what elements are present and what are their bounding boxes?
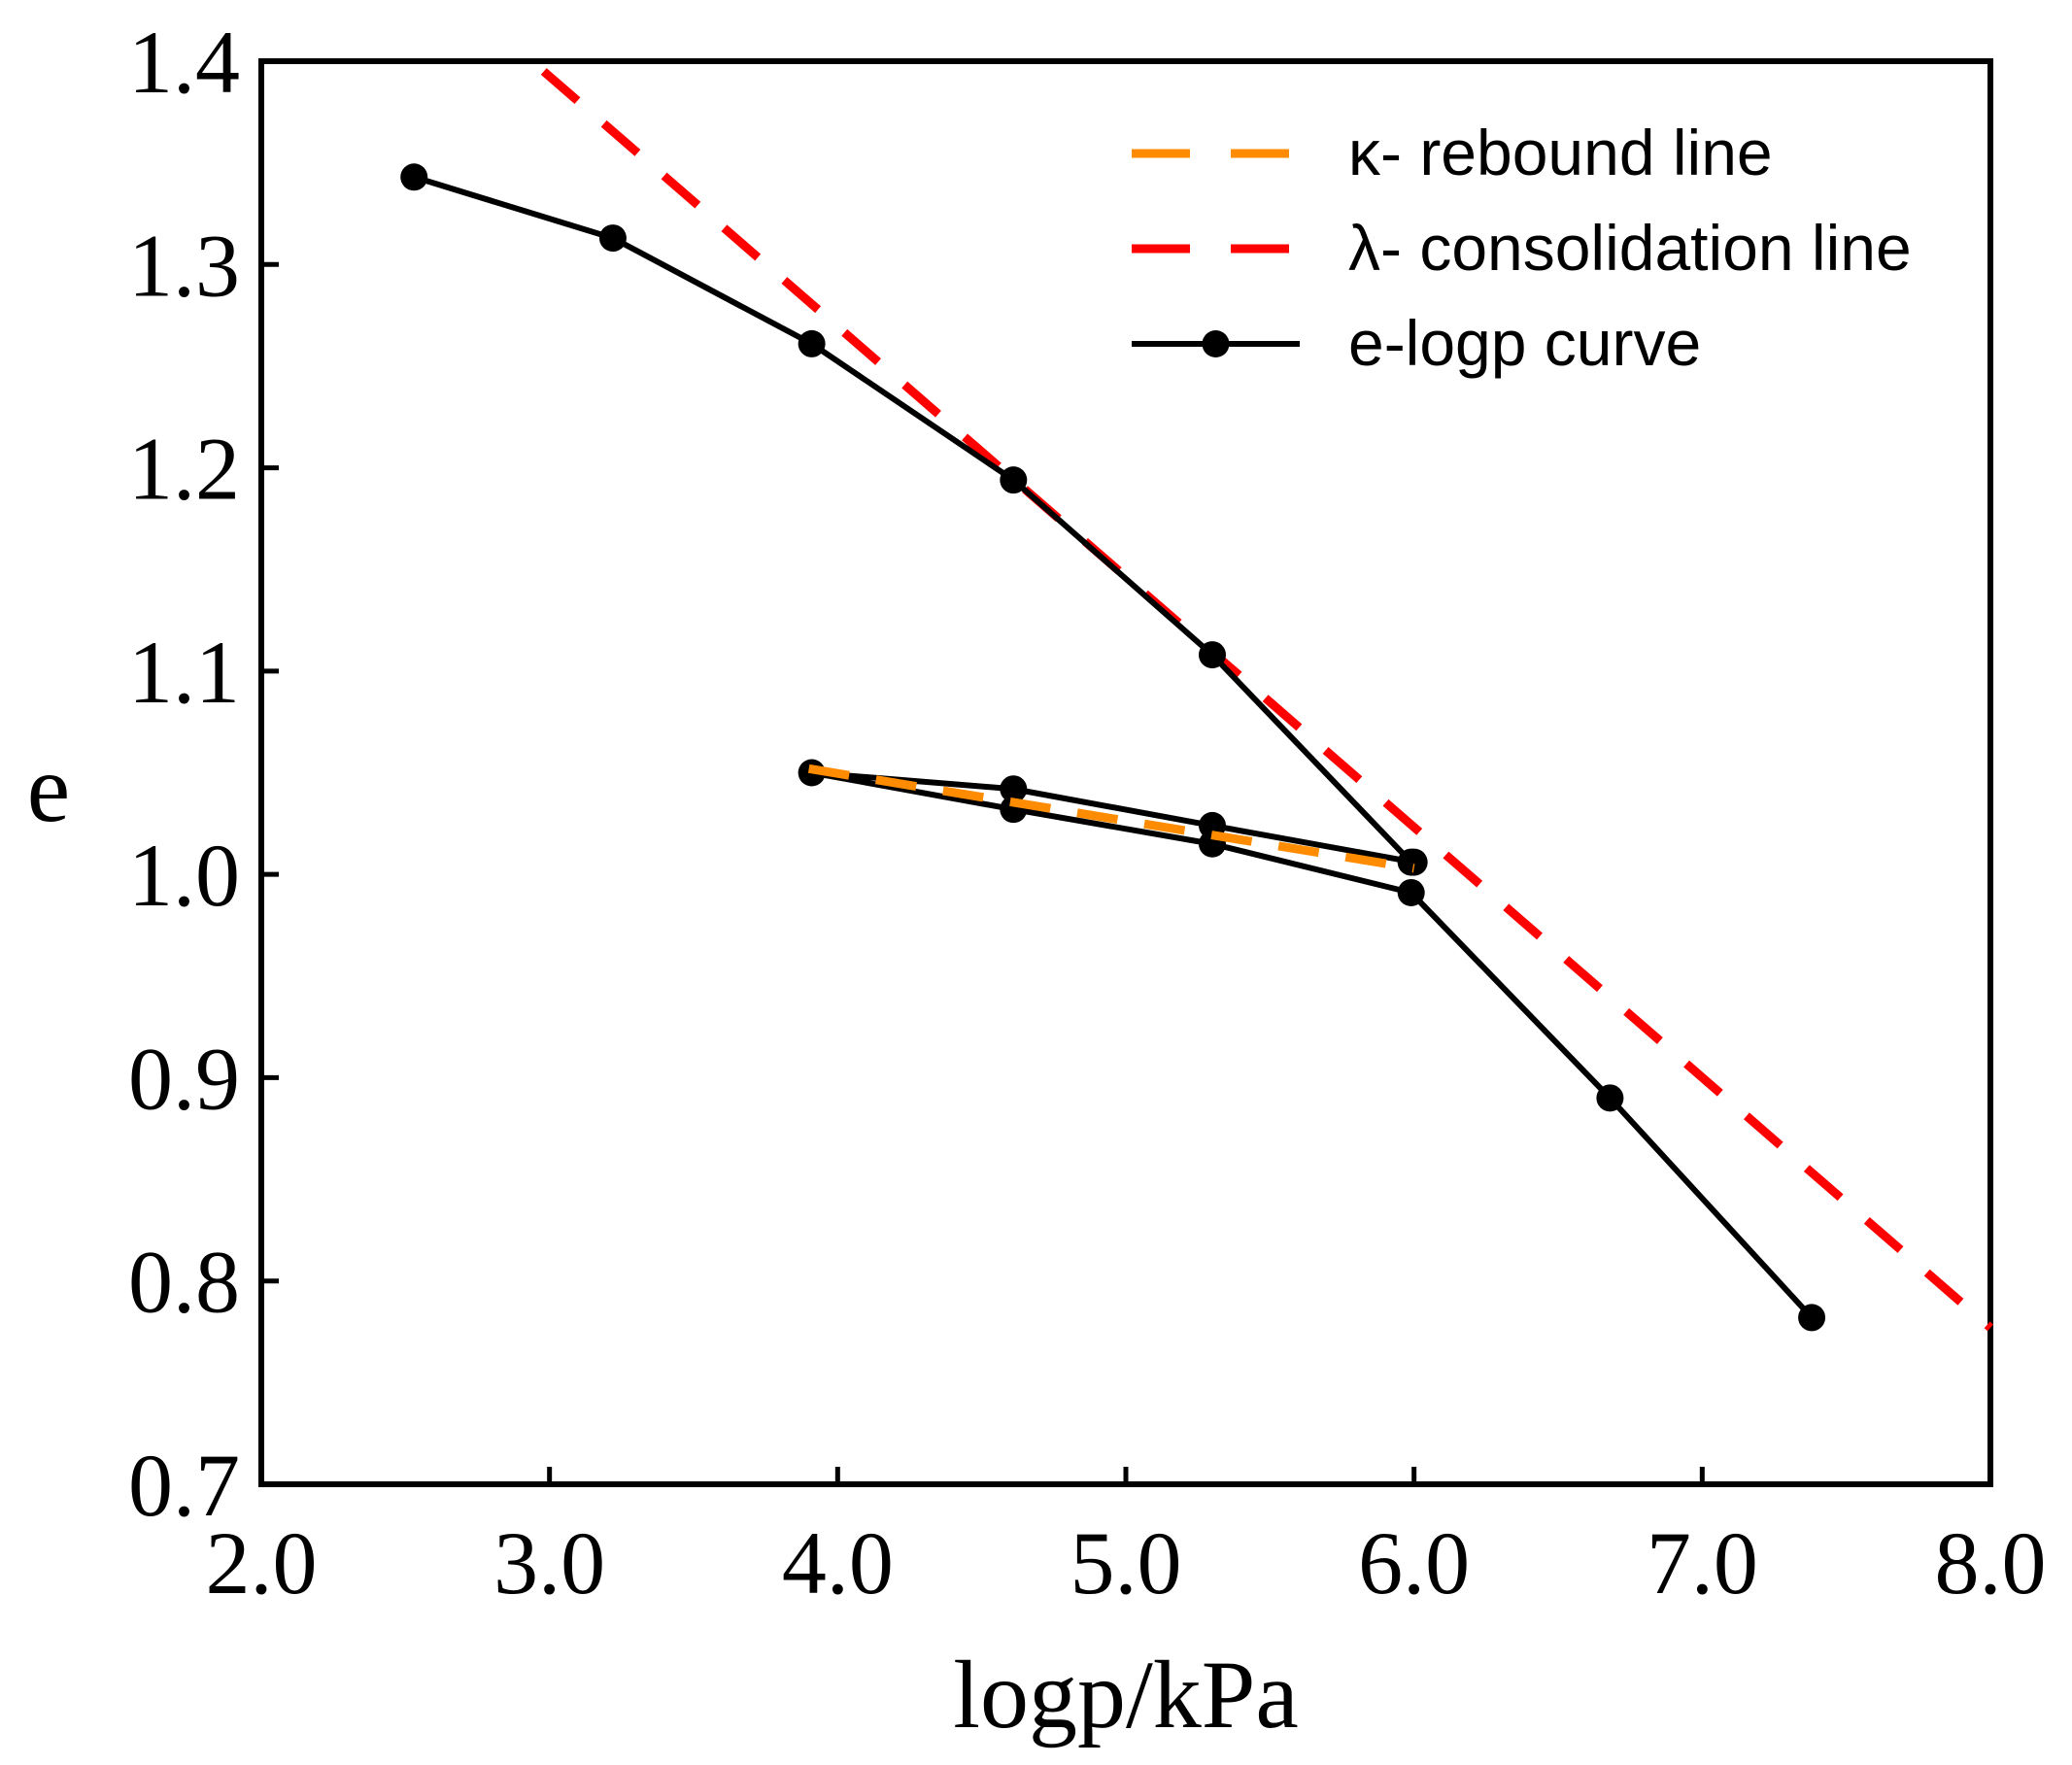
y-tick-label: 1.0: [128, 826, 240, 925]
y-tick-label: 0.8: [128, 1233, 240, 1332]
x-tick-label: 5.0: [1070, 1513, 1182, 1612]
series-layer: [400, 68, 1993, 1332]
series-line-0: [807, 764, 1415, 873]
data-point: [1000, 466, 1028, 494]
data-point: [598, 224, 627, 253]
data-point: [1798, 1304, 1826, 1332]
y-tick-label: 0.7: [128, 1436, 240, 1535]
y-tick-label: 1.4: [128, 13, 240, 112]
data-point: [1397, 878, 1425, 906]
legend-marker-2: [1202, 330, 1230, 357]
x-axis-title: logp/kPa: [953, 1641, 1299, 1748]
data-point: [1000, 775, 1028, 803]
y-tick-label: 1.2: [128, 420, 240, 519]
legend-label-2: e-logp curve: [1348, 307, 1701, 379]
data-point: [400, 163, 428, 191]
x-tick-label: 8.0: [1935, 1513, 2047, 1612]
data-point: [1400, 848, 1428, 876]
legend: κ- rebound line λ- consolidation line e-lo…: [1132, 117, 1912, 379]
x-tick-label: 6.0: [1358, 1513, 1470, 1612]
x-tick-label: 7.0: [1647, 1513, 1758, 1612]
legend-label-0: κ- rebound line: [1348, 117, 1773, 188]
data-point: [1596, 1084, 1624, 1112]
y-tick-label: 1.1: [128, 623, 240, 722]
x-tick-label: 2.0: [206, 1513, 318, 1612]
x-tick-label: 3.0: [493, 1513, 605, 1612]
data-point: [798, 329, 826, 357]
y-tick-label: 1.3: [128, 216, 240, 315]
y-tick-label: 0.9: [128, 1029, 240, 1128]
y-axis-ticks: 0.7 0.8 0.9 1.0 1.1 1.2 1.3 1.4: [128, 13, 279, 1535]
legend-label-1: λ- consolidation line: [1348, 212, 1912, 284]
x-tick-label: 4.0: [782, 1513, 894, 1612]
series-line-1: [540, 68, 1993, 1332]
data-point: [1199, 641, 1226, 669]
x-axis-ticks: 2.0 3.0 4.0 5.0 6.0 7.0 8.0: [206, 1467, 2047, 1612]
y-axis-title: e: [27, 734, 70, 842]
